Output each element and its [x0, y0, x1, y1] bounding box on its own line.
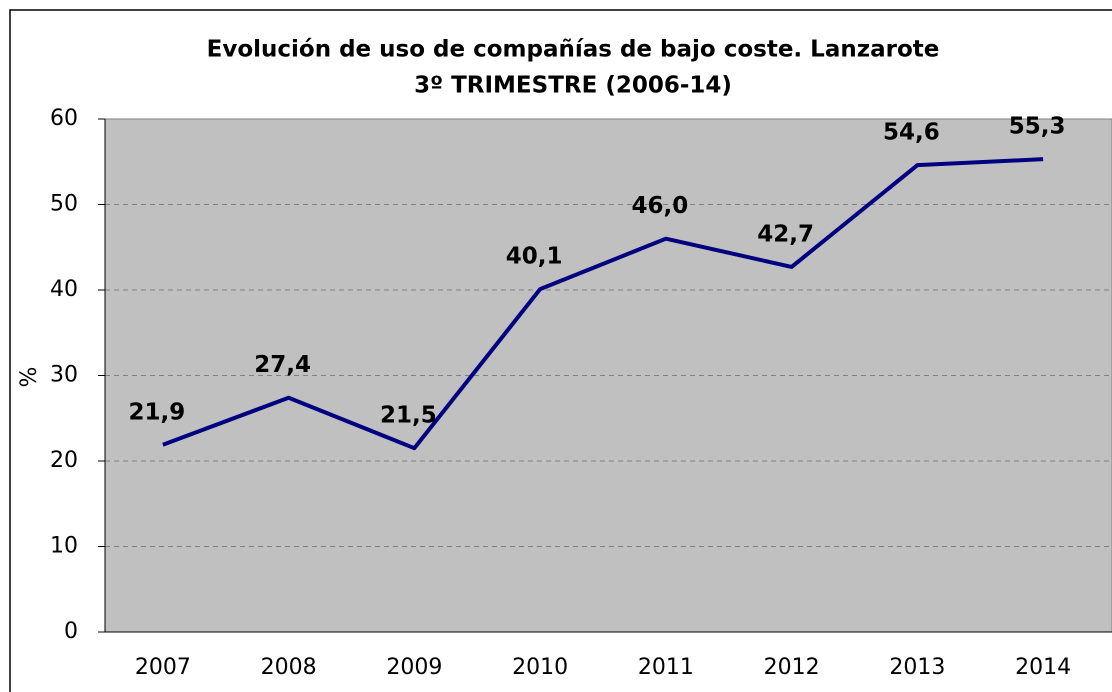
data-line	[162, 157, 1044, 451]
x-tick-label: 2013	[889, 655, 945, 680]
x-tick-label: 2007	[135, 655, 191, 680]
x-tick-label: 2009	[386, 655, 442, 680]
x-tick-label: 2010	[512, 655, 568, 680]
x-tick-label: 2014	[1015, 655, 1071, 680]
data-label: 40,1	[506, 244, 563, 270]
y-tick-label: 50	[50, 192, 78, 217]
data-label: 46,0	[632, 193, 689, 219]
y-axis-label: %	[17, 367, 42, 388]
x-tick-label: 2011	[638, 655, 694, 680]
data-label: 42,7	[757, 221, 814, 247]
data-label: 21,9	[129, 399, 186, 425]
chart-subtitle: 3º TRIMESTRE (2006-14)	[414, 73, 732, 99]
data-label: 27,4	[254, 352, 311, 378]
data-label: 55,3	[1009, 114, 1066, 140]
data-label: 21,5	[380, 403, 437, 429]
chart-title: Evolución de uso de compañías de bajo co…	[207, 37, 940, 63]
y-tick-label: 60	[50, 106, 78, 131]
data-label: 54,6	[883, 120, 940, 146]
x-tick-label: 2012	[764, 655, 820, 680]
x-tick-label: 2008	[261, 655, 317, 680]
y-tick-label: 0	[64, 619, 78, 644]
y-tick-label: 30	[50, 363, 78, 388]
y-tick-label: 40	[50, 277, 78, 302]
y-tick-label: 10	[50, 534, 78, 559]
y-tick-label: 20	[50, 448, 78, 473]
